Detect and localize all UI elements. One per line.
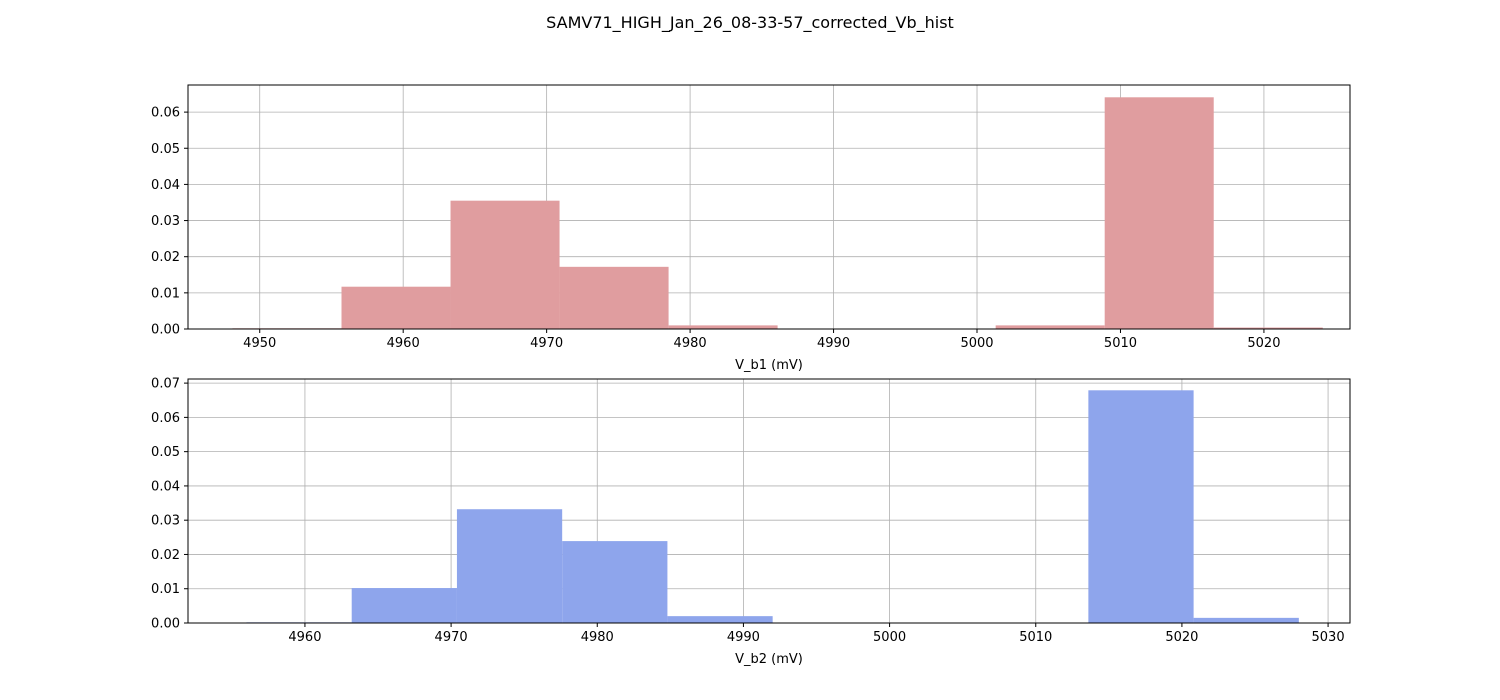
y-tick-label: 0.07 [151, 377, 180, 392]
histogram-bar [668, 325, 778, 329]
histogram-bar [559, 266, 669, 329]
x-tick-label: 4980 [674, 336, 707, 351]
histogram-panel-vb2: 4960 4970 4980 4990 5000 5010 5020 5030 0.00 0.01… [151, 377, 1351, 667]
x-tick-label: 4980 [581, 630, 614, 645]
histogram-bar [562, 541, 668, 623]
x-tick-label: 4970 [435, 630, 468, 645]
axes-frame [187, 84, 1351, 330]
x-tick-label: 4970 [530, 336, 563, 351]
x-tick-label: 5020 [1247, 336, 1280, 351]
y-tick-label: 0.02 [151, 548, 180, 563]
axes-frame [187, 378, 1351, 624]
y-tick-label: 0.06 [151, 106, 180, 121]
histogram-bar [450, 200, 560, 329]
y-tick-label: 0.03 [151, 514, 180, 529]
y-tick-label: 0.05 [151, 445, 180, 460]
y-tick-label: 0.05 [151, 142, 180, 157]
y-tick-label: 0.01 [151, 286, 180, 301]
y-tick-label: 0.00 [151, 323, 180, 338]
x-tick-label: 4990 [817, 336, 850, 351]
x-tick-label: 5020 [1165, 630, 1198, 645]
x-tick-label: 4960 [387, 336, 420, 351]
figure-title: SAMV71_HIGH_Jan_26_08-33-57_corrected_Vb… [546, 13, 954, 33]
histogram-bar [456, 509, 563, 623]
y-tick-label: 0.03 [151, 214, 180, 229]
x-tick-label: 5010 [1104, 336, 1137, 351]
y-tick-label: 0.00 [151, 617, 180, 632]
x-tick-label: 5030 [1312, 630, 1345, 645]
y-tick-label: 0.02 [151, 250, 180, 265]
x-axis-label-vb2: V_b2 (mV) [735, 652, 803, 667]
x-tick-label: 4960 [288, 630, 321, 645]
y-tick-label: 0.04 [151, 178, 180, 193]
histogram-bar [1213, 327, 1323, 329]
x-tick-label: 4950 [243, 336, 276, 351]
histogram-panel-vb1: 4950 4960 4970 4980 4990 5000 5010 5020 0.00 0.01… [151, 84, 1351, 373]
histogram-bar [995, 325, 1105, 329]
y-tick-label: 0.01 [151, 582, 180, 597]
histogram-bar [341, 286, 451, 329]
x-axis-label-vb1: V_b1 (mV) [735, 358, 803, 373]
histogram-bar [1104, 97, 1214, 329]
y-tick-label: 0.06 [151, 411, 180, 426]
histogram-bar [1088, 390, 1194, 623]
x-tick-label: 4990 [727, 630, 760, 645]
y-tick-label: 0.04 [151, 479, 180, 494]
histogram-bar [1193, 617, 1299, 623]
x-tick-label: 5010 [1019, 630, 1052, 645]
histogram-bar [667, 616, 773, 623]
histogram-bar [351, 588, 457, 623]
x-tick-label: 5000 [960, 336, 993, 351]
x-tick-label: 5000 [873, 630, 906, 645]
